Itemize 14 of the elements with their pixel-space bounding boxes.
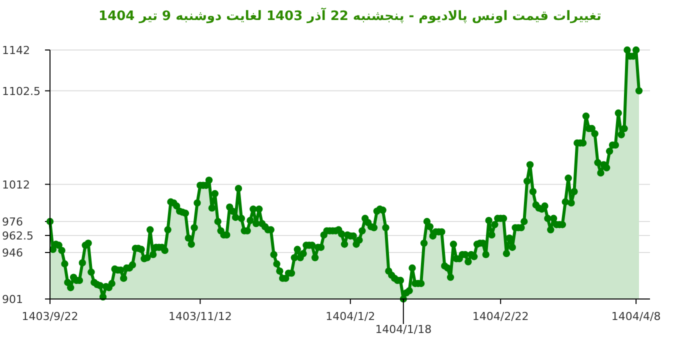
x-tick-label: 1403/11/12 bbox=[168, 310, 232, 323]
y-tick-label: 1012 bbox=[2, 178, 30, 192]
y-tick-label: 901 bbox=[2, 293, 23, 306]
y-tick-label: 962.5 bbox=[2, 229, 34, 242]
x-tick-label: 1404/2/22 bbox=[472, 310, 529, 323]
x-tick-label: 1404/1/2 bbox=[326, 310, 376, 323]
y-tick-label: 976 bbox=[2, 216, 23, 229]
y-tick-label: 1102.5 bbox=[2, 84, 40, 98]
x-tick-label: 1404/4/8 bbox=[611, 310, 661, 323]
x-tick-label: 1404/1/18 bbox=[375, 323, 432, 336]
title: تغییرات قیمت اونس پالادیوم - پنجشنبه 22 آذر 1403 لغایت دوشنبه 9 تیر 1404 bbox=[98, 9, 602, 24]
y-tick-label: 1142 bbox=[2, 44, 30, 57]
x-tick-label: 1403/9/22 bbox=[22, 310, 78, 323]
y-tick-label: 946 bbox=[2, 246, 23, 260]
